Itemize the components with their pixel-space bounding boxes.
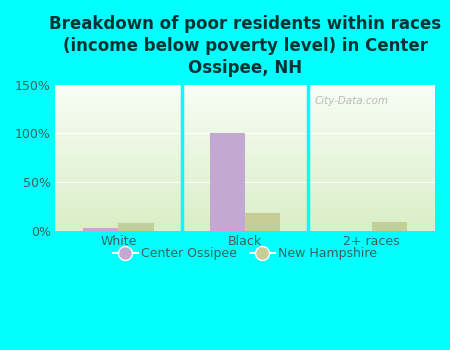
Text: City-Data.com: City-Data.com [315,96,388,106]
Bar [210,133,245,231]
Bar [83,228,118,231]
Bar [118,223,154,231]
Bar [245,213,280,231]
Bar [372,222,407,231]
Legend: Center Ossipee, New Hampshire: Center Ossipee, New Hampshire [108,243,382,266]
Title: Breakdown of poor residents within races
(income below poverty level) in Center
: Breakdown of poor residents within races… [49,15,441,77]
